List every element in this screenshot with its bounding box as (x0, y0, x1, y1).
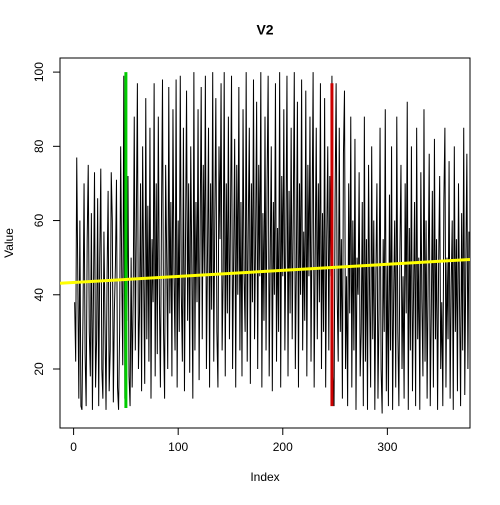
y-axis-label: Value (2, 228, 16, 258)
x-axis-label: Index (250, 470, 279, 484)
x-tick-label: 0 (70, 440, 77, 454)
y-tick-label: 40 (32, 288, 46, 302)
y-tick-label: 80 (32, 139, 46, 153)
overlay-line (60, 258, 470, 285)
y-tick-label: 60 (32, 214, 46, 228)
x-tick-label: 100 (168, 440, 188, 454)
data-line (74, 72, 470, 414)
plot-area (60, 72, 470, 414)
x-tick-label: 300 (377, 440, 397, 454)
y-tick-label: 20 (32, 362, 46, 376)
plot-frame (59, 57, 471, 429)
y-tick-label: 100 (32, 62, 46, 82)
chart-title: V2 (256, 22, 273, 38)
x-tick-label: 200 (273, 440, 293, 454)
